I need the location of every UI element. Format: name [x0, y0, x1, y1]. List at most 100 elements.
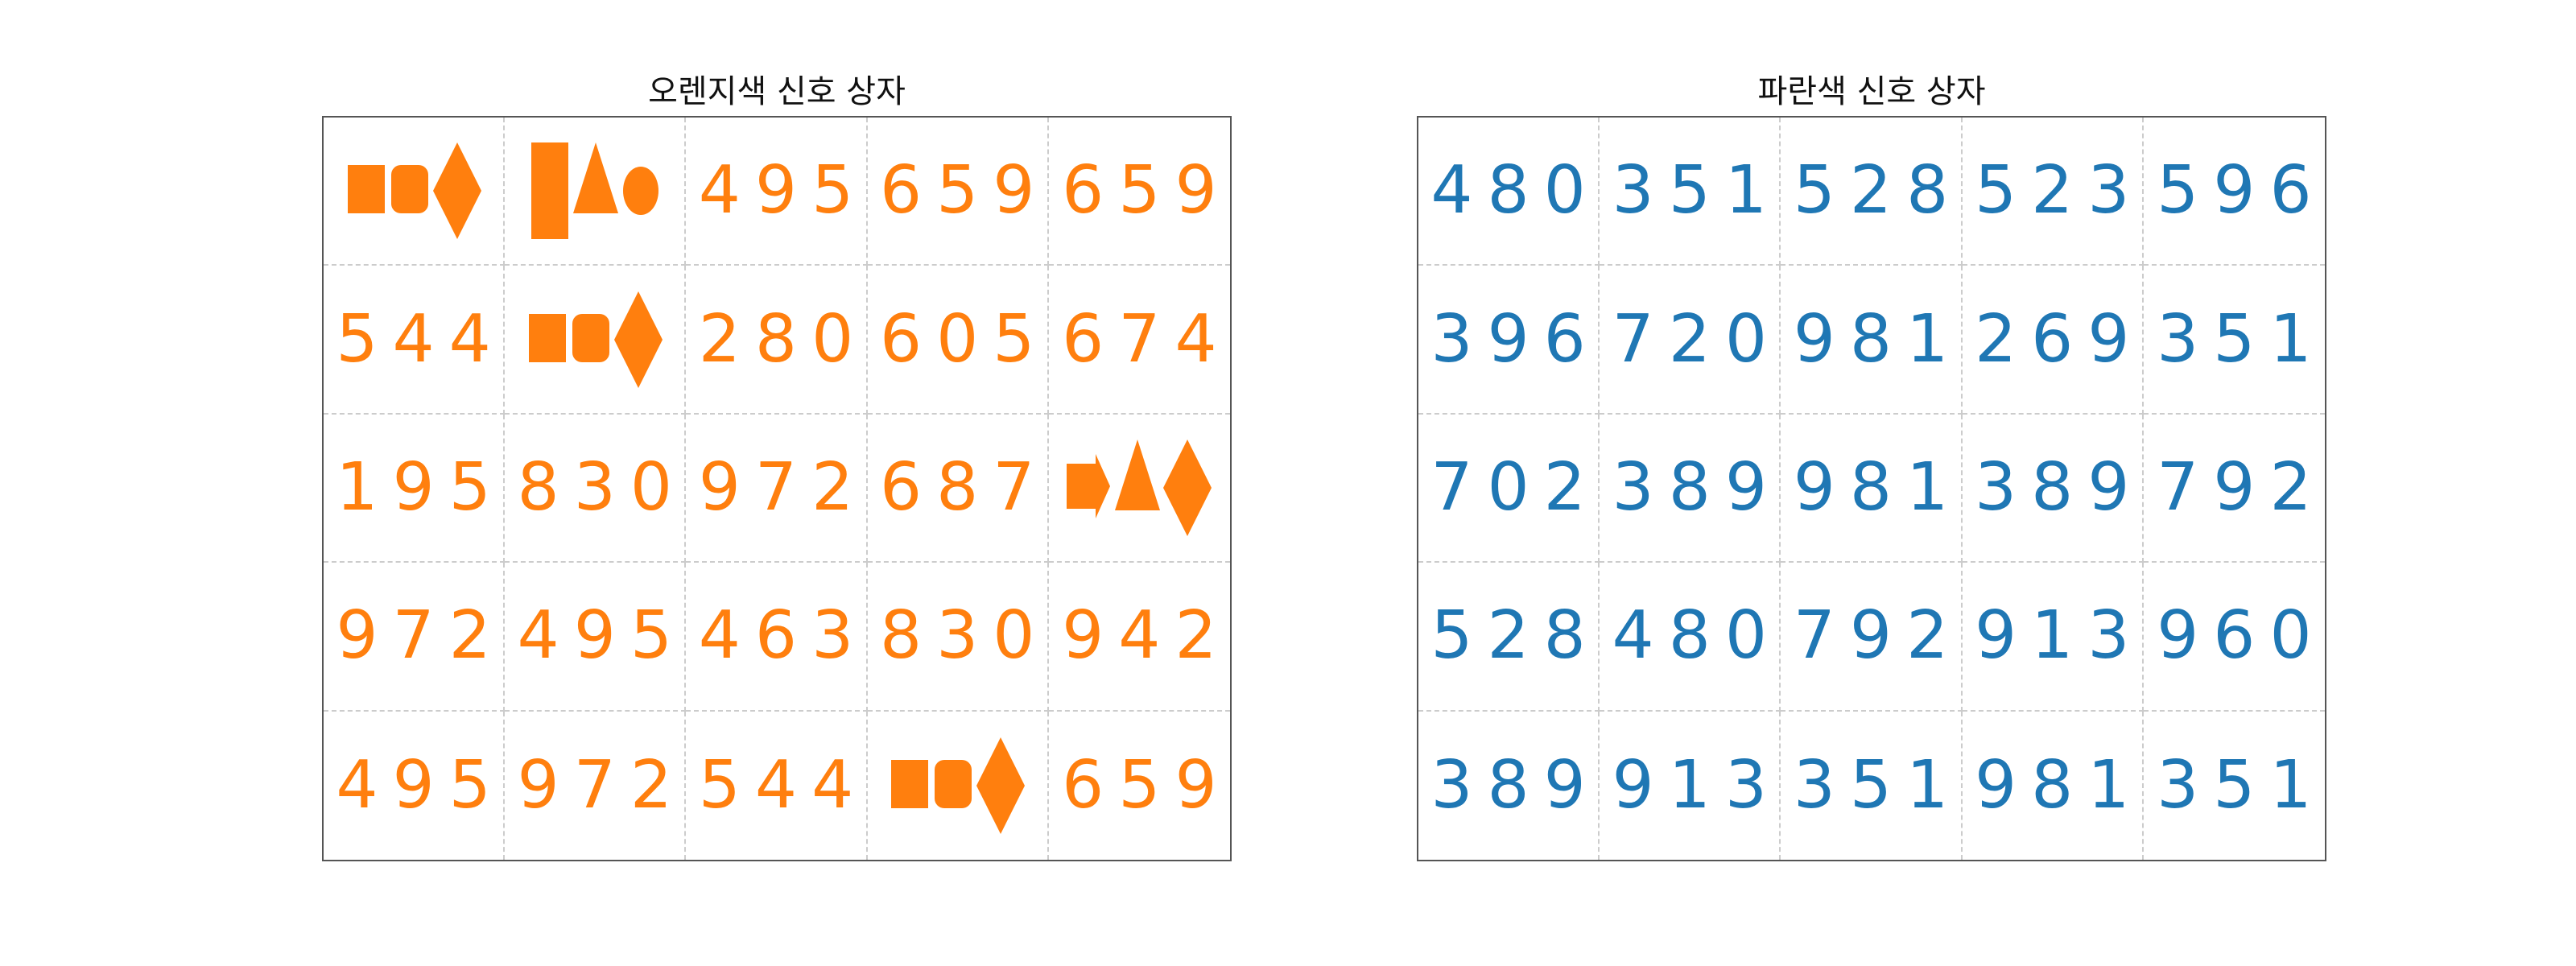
signal-number: 495 — [698, 152, 869, 229]
grid-cell: 544 — [686, 711, 869, 860]
grid-cell: 792 — [1781, 563, 1963, 712]
signal-number: 389 — [1430, 746, 1600, 824]
shape-group — [530, 142, 660, 240]
grid-cell: 659 — [1048, 118, 1232, 266]
grid-cell: 389 — [1600, 414, 1782, 564]
grid-cell: 830 — [505, 414, 687, 564]
signal-number: 972 — [517, 746, 687, 824]
grid-cell: 960 — [2143, 563, 2326, 712]
tall-rectangle-icon — [530, 142, 570, 240]
signal-number: 495 — [517, 597, 687, 675]
signal-number: 480 — [1430, 152, 1600, 229]
grid-cell: 972 — [686, 414, 869, 564]
signal-number: 720 — [1612, 300, 1782, 378]
signal-number: 544 — [336, 300, 506, 378]
signal-number: 528 — [1793, 152, 1963, 229]
grid-cell: 913 — [1600, 711, 1782, 860]
signal-number: 659 — [879, 152, 1050, 229]
signal-number: 659 — [1062, 152, 1232, 229]
signal-number: 830 — [879, 597, 1050, 675]
signal-number: 389 — [1612, 448, 1782, 526]
grid-cell: 280 — [686, 266, 869, 415]
signal-number: 396 — [1430, 300, 1600, 378]
signal-number: 674 — [1062, 300, 1232, 378]
grid-cell: 195 — [324, 414, 506, 564]
grid-cell: 523 — [1962, 118, 2145, 266]
grid-cell: 351 — [2144, 712, 2325, 860]
grid-cell: 659 — [867, 118, 1050, 266]
grid-cell: 687 — [867, 414, 1050, 564]
rounded-square-icon — [933, 737, 973, 834]
signal-number: 981 — [1793, 448, 1963, 526]
signal-number: 280 — [698, 300, 869, 378]
signal-number: 687 — [879, 448, 1050, 526]
shape-group — [527, 291, 663, 388]
grid-cell: 913 — [1962, 563, 2145, 712]
signal-number: 351 — [2157, 300, 2326, 378]
signal-number: 960 — [2157, 597, 2326, 675]
signal-number: 195 — [336, 448, 506, 526]
signal-number: 942 — [1062, 597, 1232, 675]
signal-number: 981 — [1793, 300, 1963, 378]
shape-group — [346, 142, 481, 240]
signal-number: 495 — [336, 746, 506, 824]
grid-cell: 544 — [324, 266, 506, 415]
grid-cell: 981 — [1781, 266, 1963, 415]
orange-grid: 495 659 659 544 280 605 674 195 830 972 687 972 495 4… — [322, 116, 1232, 861]
grid-cell: 981 — [1781, 414, 1963, 564]
grid-cell: 480 — [1600, 563, 1782, 712]
grid-cell: 269 — [1962, 266, 2145, 415]
diamond-icon — [1163, 439, 1212, 536]
signal-number: 792 — [1793, 597, 1963, 675]
signal-number: 830 — [517, 448, 687, 526]
grid-cell: 659 — [1049, 712, 1230, 860]
triangle-icon — [1115, 439, 1161, 536]
signal-number: 463 — [698, 597, 869, 675]
grid-cell: 351 — [2143, 266, 2326, 415]
grid-cell — [324, 118, 506, 266]
grid-cell: 389 — [1962, 414, 2145, 564]
signal-number: 523 — [1974, 152, 2145, 229]
signal-number: 596 — [2157, 152, 2326, 229]
grid-cell — [505, 118, 687, 266]
signal-number: 389 — [1974, 448, 2145, 526]
signal-number: 659 — [1062, 746, 1232, 824]
grid-cell: 830 — [867, 563, 1050, 712]
grid-cell: 605 — [867, 266, 1050, 415]
signal-number: 605 — [879, 300, 1050, 378]
arrow-icon — [1067, 440, 1112, 536]
grid-cell: 528 — [1418, 563, 1600, 712]
rounded-square-icon — [571, 291, 611, 388]
signal-number: 351 — [2157, 746, 2326, 824]
signal-number: 351 — [1612, 152, 1782, 229]
grid-cell: 792 — [2143, 415, 2326, 564]
square-icon — [527, 291, 568, 388]
grid-cell: 720 — [1600, 266, 1782, 415]
rounded-square-icon — [390, 142, 430, 239]
signal-number: 544 — [698, 746, 869, 824]
blue-grid: 480 351 528 523 596 396 720 981 269 351 702 389 981 3… — [1417, 116, 2326, 861]
grid-cell: 981 — [1963, 711, 2145, 860]
square-icon — [346, 142, 386, 239]
grid-cell: 972 — [324, 563, 506, 712]
grid-cell: 972 — [505, 711, 687, 860]
grid-cell: 463 — [686, 563, 869, 712]
grid-cell: 495 — [686, 118, 869, 266]
signal-number: 913 — [1612, 746, 1782, 824]
signal-number: 972 — [698, 448, 869, 526]
grid-cell: 351 — [1781, 711, 1963, 860]
signal-number: 981 — [1974, 746, 2145, 824]
signal-number: 972 — [336, 597, 506, 675]
diamond-icon — [613, 291, 663, 388]
signal-number: 913 — [1974, 597, 2145, 675]
grid-cell: 528 — [1781, 118, 1963, 266]
grid-cell: 396 — [1418, 266, 1600, 415]
triangle-icon — [572, 142, 618, 239]
signal-number: 480 — [1612, 597, 1782, 675]
signal-number: 269 — [1974, 300, 2145, 378]
grid-cell: 674 — [1048, 266, 1232, 415]
signal-number: 528 — [1430, 597, 1600, 675]
shape-group — [890, 737, 1026, 834]
signal-number: 792 — [2157, 448, 2326, 526]
signal-number: 351 — [1793, 746, 1963, 824]
